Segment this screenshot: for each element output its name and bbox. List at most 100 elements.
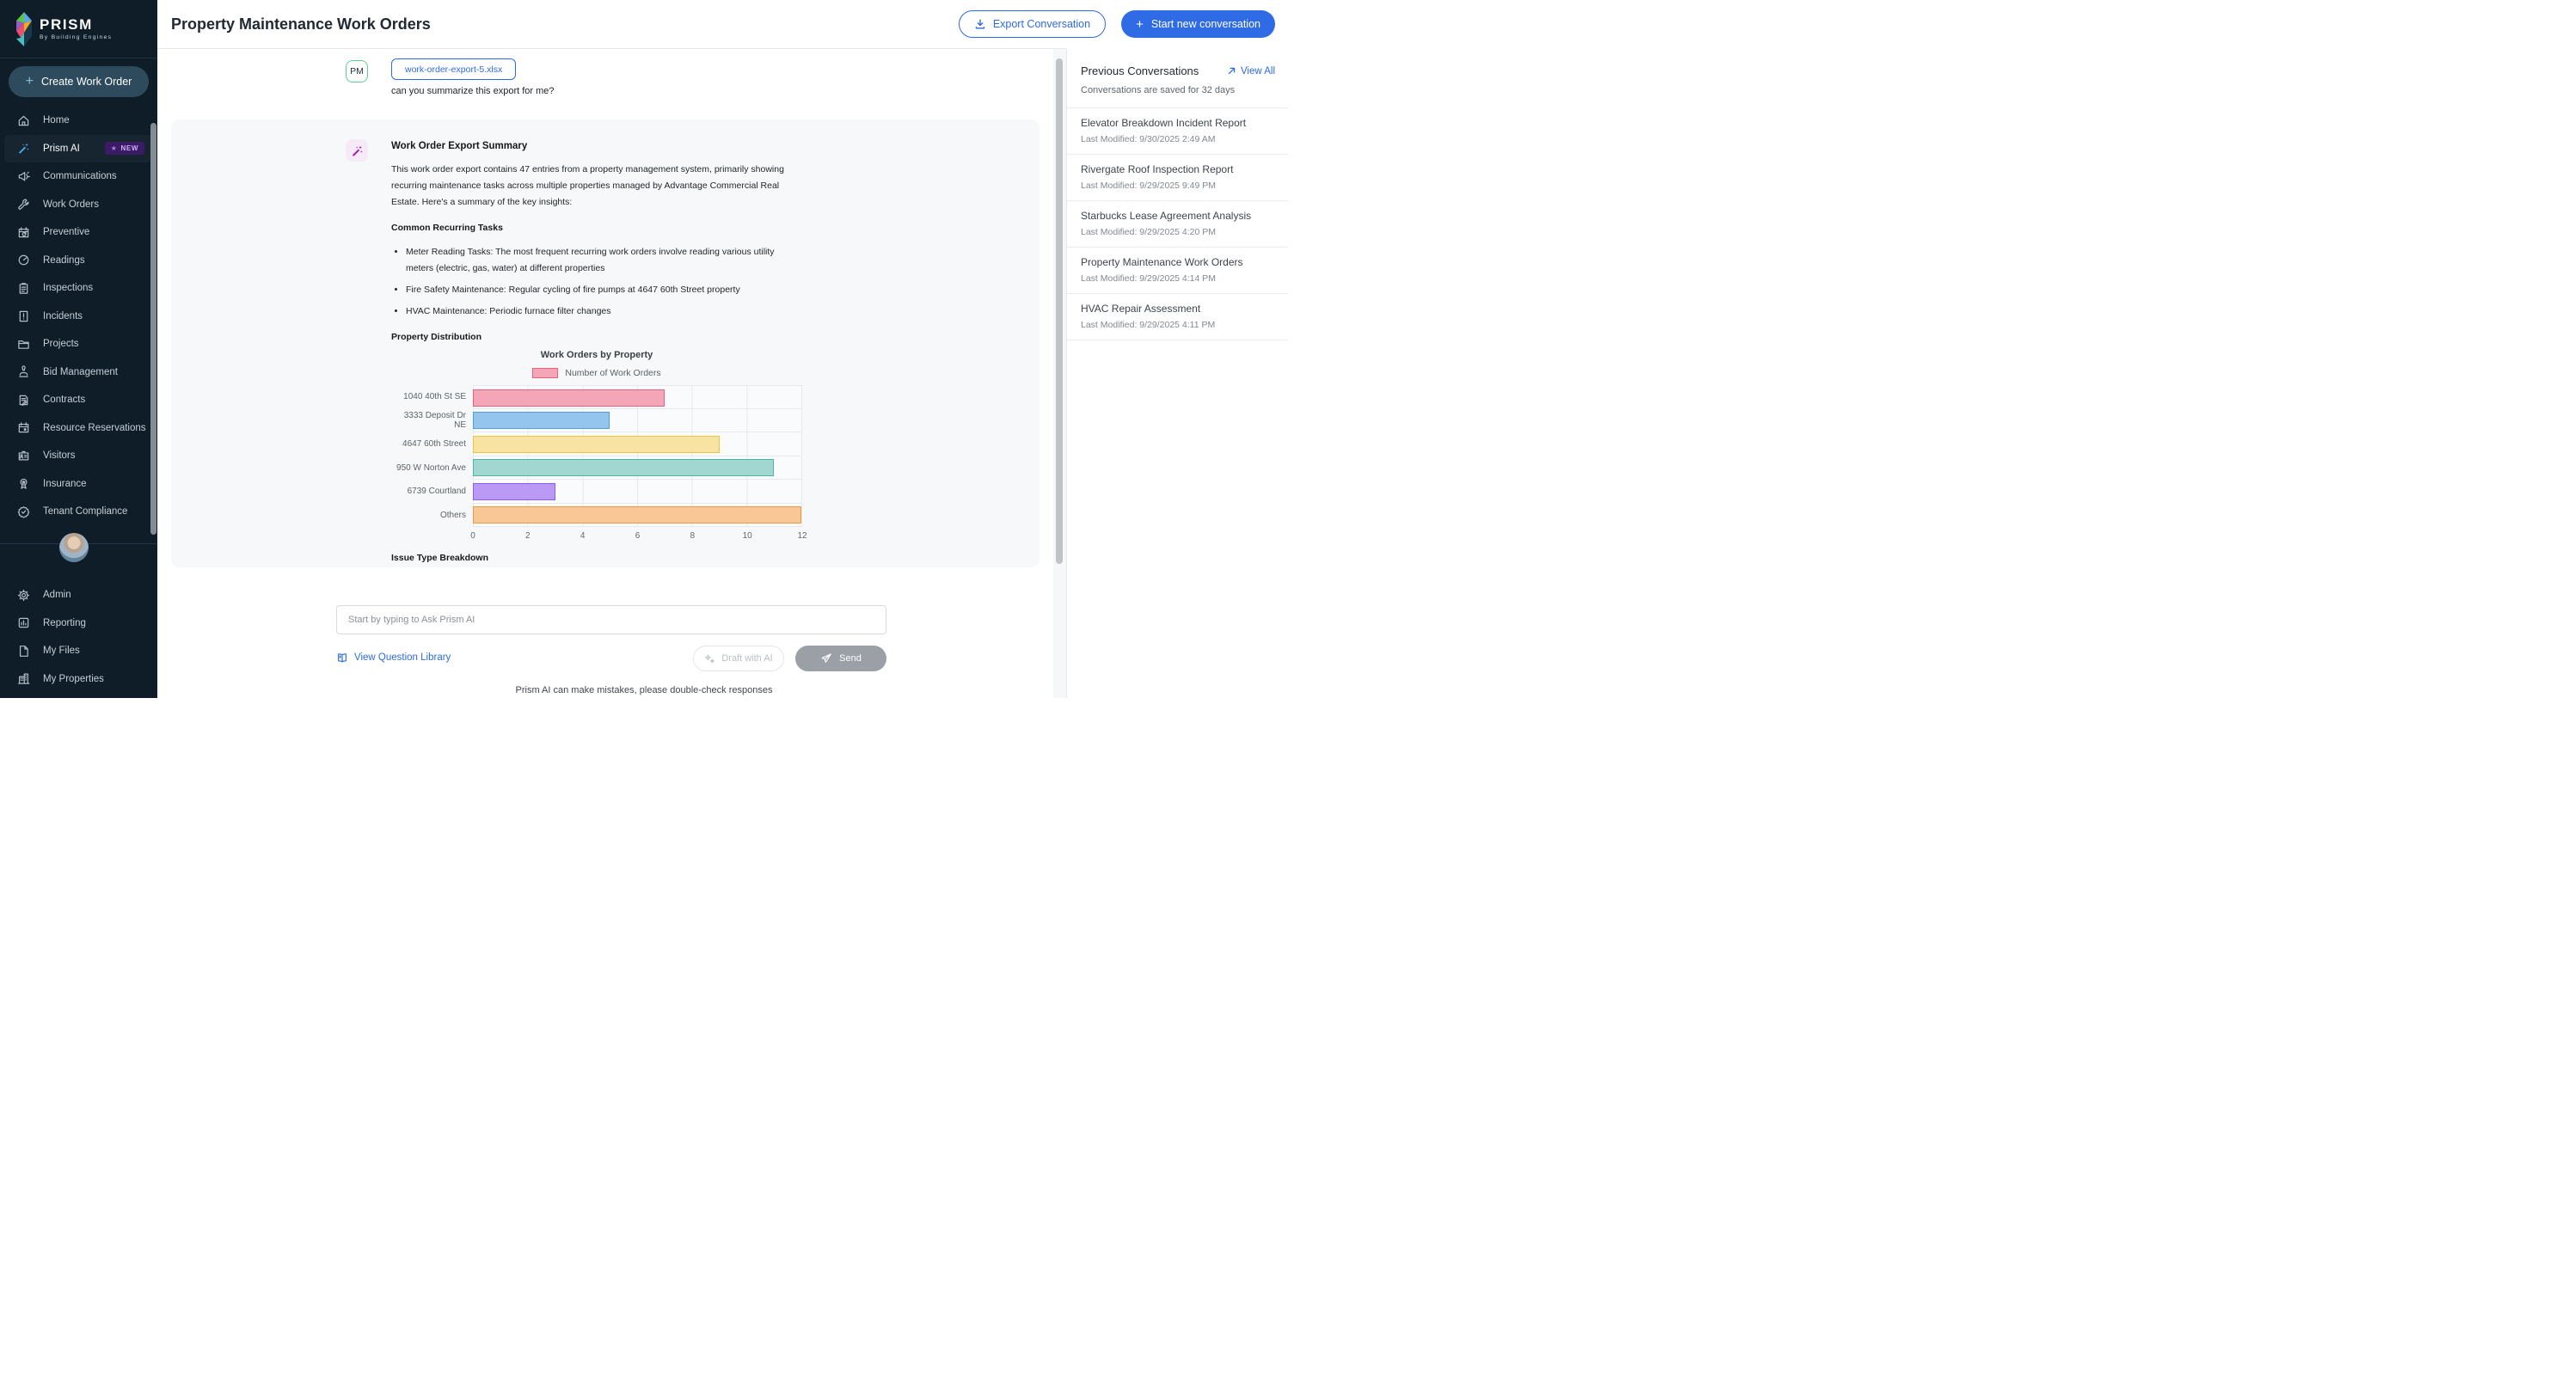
sidebar-item-tenant-compliance[interactable]: Tenant Compliance — [0, 498, 157, 526]
logo-text: PRISM By Building Engines — [40, 17, 112, 40]
sidebar-item-home[interactable]: Home — [0, 107, 157, 135]
chart-row: 950 W Norton Ave — [391, 456, 802, 480]
conversation-item[interactable]: Elevator Breakdown Incident Report Last … — [1067, 108, 1288, 155]
conversation-modified: Last Modified: 9/29/2025 9:49 PM — [1081, 181, 1217, 191]
chart-legend: Number of Work Orders — [391, 368, 802, 378]
logo: PRISM By Building Engines — [0, 0, 157, 58]
sidebar-item-reporting[interactable]: Reporting — [0, 609, 157, 638]
download-icon — [975, 19, 984, 29]
sidebar-item-visitors[interactable]: Visitors — [0, 442, 157, 470]
conversation-item[interactable]: Starbucks Lease Agreement Analysis Last … — [1067, 201, 1288, 248]
prism-logo-icon — [16, 11, 32, 46]
create-work-order-button[interactable]: + Create Work Order — [9, 66, 149, 97]
conversation-item[interactable]: HVAC Repair Assessment Last Modified: 9/… — [1067, 294, 1288, 340]
sidebar-item-bid-management[interactable]: Bid Management — [0, 358, 157, 387]
user-avatar[interactable] — [59, 533, 89, 562]
retention-note: Conversations are saved for 32 days — [1081, 85, 1236, 95]
chart-row: 4647 60th Street — [391, 432, 802, 456]
sidebar-item-admin[interactable]: Admin — [0, 581, 157, 609]
chart-row: 3333 Deposit Dr NE — [391, 408, 802, 432]
conversation-title: Starbucks Lease Agreement Analysis — [1081, 210, 1252, 222]
previous-conversations-panel: Previous Conversations View All Conversa… — [1066, 49, 1288, 698]
attachment-chip[interactable]: work-order-export-5.xlsx — [391, 58, 517, 80]
legend-swatch — [532, 368, 559, 378]
panel-divider — [1067, 107, 1288, 108]
megaphone-icon — [18, 171, 30, 181]
sidebar-item-readings[interactable]: Readings — [0, 247, 157, 275]
category-label: 4647 60th Street — [402, 439, 466, 450]
sidebar-item-work-orders[interactable]: Work Orders — [0, 191, 157, 219]
sidebar-item-insurance[interactable]: Insurance — [0, 470, 157, 499]
chat-scrollbar[interactable] — [1056, 58, 1063, 564]
bullet-item: Fire Safety Maintenance: Regular cycling… — [406, 282, 802, 298]
axis-tick: 4 — [580, 531, 586, 541]
conversation-title: HVAC Repair Assessment — [1081, 303, 1201, 315]
sidebar-item-resource-reservations[interactable]: Resource Reservations — [0, 414, 157, 443]
conversation-modified: Last Modified: 9/29/2025 4:11 PM — [1081, 320, 1216, 330]
sidebar-item-incidents[interactable]: Incidents — [0, 303, 157, 331]
header-divider — [157, 48, 1066, 49]
chart-bar — [473, 435, 720, 453]
chart-row: 6739 Courtland — [391, 480, 802, 504]
conversation-modified: Last Modified: 9/29/2025 4:20 PM — [1081, 227, 1217, 237]
bar-chart-icon — [18, 617, 29, 628]
contract-icon — [19, 395, 28, 406]
view-all-link[interactable]: View All — [1227, 66, 1275, 77]
category-label: 6739 Courtland — [407, 487, 466, 497]
bullet-item: HVAC Maintenance: Periodic furnace filte… — [406, 303, 802, 320]
sidebar-item-inspections[interactable]: Inspections — [0, 274, 157, 303]
ai-disclaimer: Prism AI can make mistakes, please doubl… — [515, 685, 773, 695]
axis-tick: 10 — [742, 531, 752, 541]
wand-icon — [18, 143, 29, 155]
sidebar-item-projects[interactable]: Projects — [0, 330, 157, 358]
work-orders-chart: Work Orders by Property Number of Work O… — [391, 350, 807, 544]
axis-tick: 6 — [635, 531, 641, 541]
new-badge: ★ NEW — [104, 142, 144, 156]
logo-subtitle: By Building Engines — [40, 34, 113, 40]
header-actions: Export Conversation + Start new conversa… — [958, 10, 1288, 38]
section-heading-distribution: Property Distribution — [391, 332, 482, 342]
draft-with-ai-button[interactable]: Draft with AI — [693, 646, 784, 671]
ai-response-card: Work Order Export Summary This work orde… — [171, 119, 1040, 567]
view-question-library-link[interactable]: View Question Library — [336, 652, 451, 664]
conversation-item[interactable]: Rivergate Roof Inspection Report Last Mo… — [1067, 155, 1288, 201]
badge-check-icon — [17, 505, 30, 518]
category-label: Others — [439, 510, 466, 520]
start-new-conversation-button[interactable]: + Start new conversation — [1121, 10, 1275, 38]
sidebar-item-my-properties[interactable]: My Properties — [0, 665, 157, 694]
page-header: Property Maintenance Work Orders Export … — [157, 0, 1288, 48]
axis-tick: 12 — [797, 531, 807, 541]
chart-row: 1040 40th St SE — [391, 385, 802, 409]
sidebar-item-contracts[interactable]: Contracts — [0, 386, 157, 414]
response-title: Work Order Export Summary — [391, 141, 528, 151]
x-axis: 0 2 4 6 8 10 12 — [470, 531, 807, 544]
file-icon — [19, 645, 28, 657]
ask-prism-input[interactable] — [336, 605, 886, 634]
bullet-item: Meter Reading Tasks: The most frequent r… — [406, 244, 802, 277]
id-badge-icon — [18, 450, 29, 461]
gauge-icon — [18, 254, 29, 266]
award-icon — [20, 479, 28, 489]
category-label: 1040 40th St SE — [403, 392, 466, 402]
sidebar-bottom-nav: Admin Reporting My Files My Properties — [0, 581, 157, 693]
conversation-modified: Last Modified: 9/29/2025 4:14 PM — [1081, 273, 1217, 284]
axis-tick: 2 — [525, 531, 531, 541]
sidebar-item-communications[interactable]: Communications — [0, 162, 157, 191]
sidebar-scrollbar[interactable] — [150, 123, 156, 535]
conversation-title: Rivergate Roof Inspection Report — [1081, 163, 1234, 175]
sidebar-item-preventive[interactable]: Preventive — [0, 218, 157, 247]
conversation-item[interactable]: Property Maintenance Work Orders Last Mo… — [1067, 248, 1288, 294]
user-message-text: can you summarize this export for me? — [391, 86, 555, 96]
send-button[interactable]: Send — [795, 646, 886, 671]
paper-plane-icon — [821, 653, 831, 663]
calendar-refresh-icon — [18, 227, 29, 238]
conversation-title: Property Maintenance Work Orders — [1081, 256, 1243, 268]
clipboard-list-icon — [19, 282, 28, 294]
app-window: PRISM By Building Engines + Create Work … — [0, 0, 1288, 698]
sidebar-item-prism-ai[interactable]: Prism AI ★ NEW — [4, 134, 153, 162]
external-arrow-icon — [1228, 67, 1236, 75]
sidebar-item-my-files[interactable]: My Files — [0, 637, 157, 665]
wrench-icon — [18, 199, 29, 211]
conversation-modified: Last Modified: 9/30/2025 2:49 AM — [1081, 134, 1216, 144]
export-conversation-button[interactable]: Export Conversation — [958, 10, 1107, 38]
